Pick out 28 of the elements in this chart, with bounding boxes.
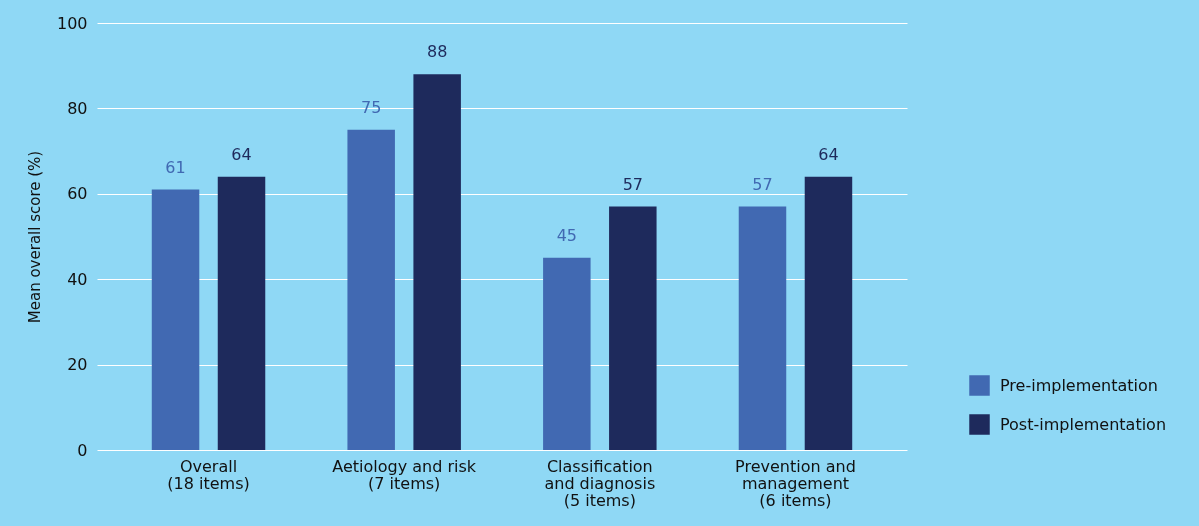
x-tick-label: Classification and diagnosis (5 items) [544, 456, 656, 510]
y-tick-label: 0 [77, 440, 88, 460]
x-tick-label: Aetiology and risk (7 items) [332, 456, 477, 493]
bar [217, 176, 266, 450]
y-tick-label: 20 [67, 355, 88, 375]
data-label: 64 [231, 144, 252, 164]
data-label: 61 [165, 157, 186, 177]
legend-label: Post-implementation [1000, 414, 1167, 434]
y-tick-label: 60 [67, 184, 88, 204]
y-axis-title: Mean overall score (%) [25, 150, 44, 324]
data-label: 64 [818, 144, 839, 164]
bar [413, 74, 461, 450]
x-tick-label: Overall (18 items) [167, 456, 250, 493]
data-label: 45 [556, 225, 578, 245]
bar [543, 257, 591, 450]
x-tick-label: Prevention and management (6 items) [735, 456, 856, 510]
y-tick-label: 80 [67, 98, 88, 118]
bar [804, 176, 853, 450]
legend-label: Pre-implementation [1000, 375, 1158, 395]
bar [347, 129, 395, 450]
data-label: 57 [622, 174, 643, 194]
bar [738, 206, 787, 450]
y-tick-label: 100 [56, 13, 88, 33]
bar [151, 189, 200, 450]
y-tick-label: 40 [67, 269, 88, 289]
data-label: 88 [426, 42, 448, 62]
bar [609, 206, 657, 450]
data-label: 57 [752, 174, 773, 194]
